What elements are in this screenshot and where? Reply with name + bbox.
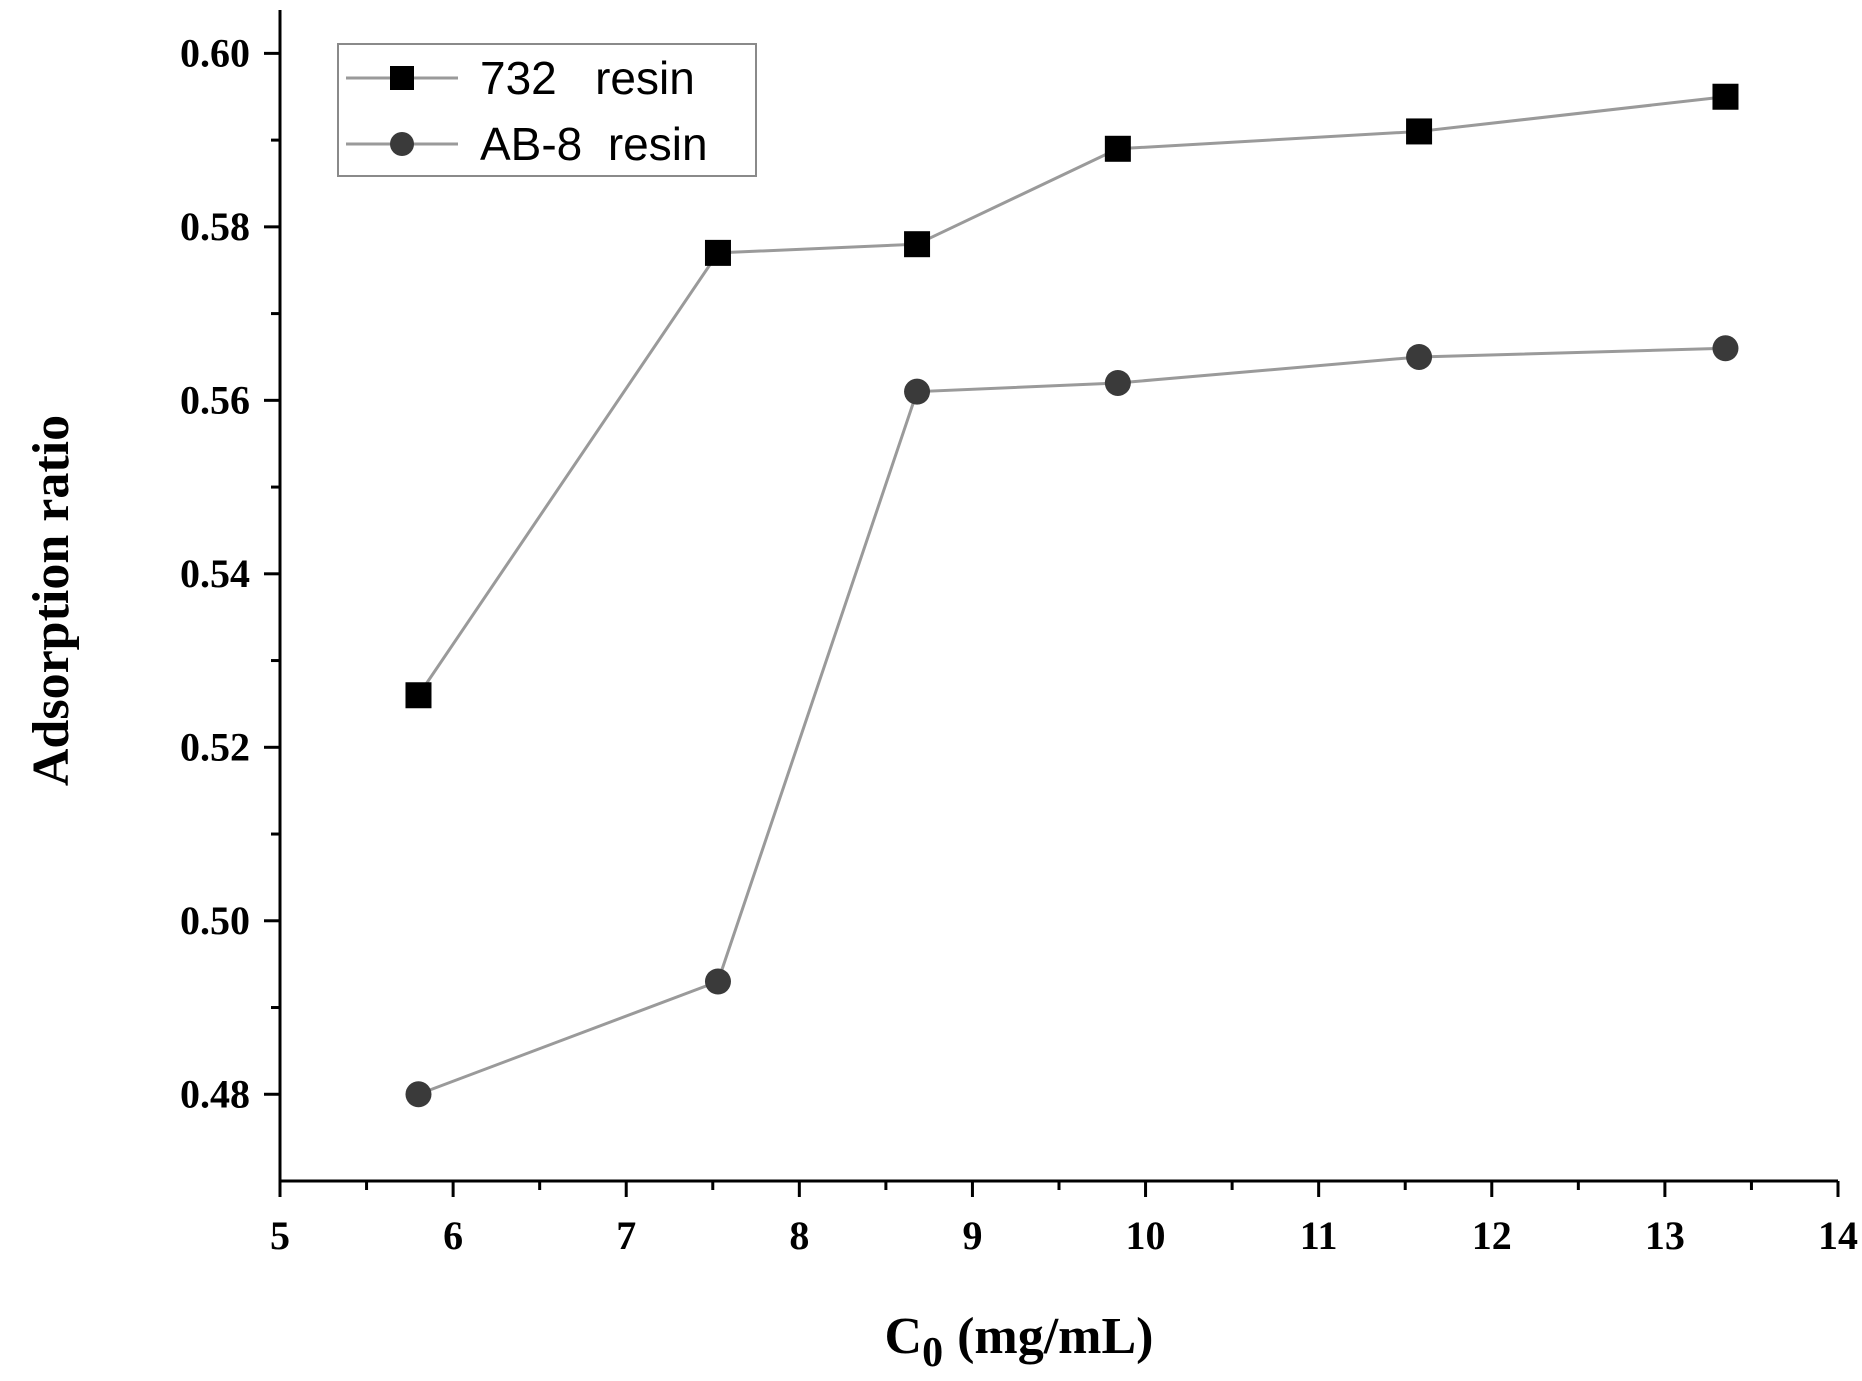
x-tick-label: 9 (962, 1213, 982, 1258)
x-axis-title-subscript: 0 (922, 1330, 943, 1376)
data-point-circle (1712, 335, 1739, 362)
x-tick-label: 6 (443, 1213, 463, 1258)
x-tick-label: 5 (270, 1213, 290, 1258)
data-point-circle (405, 1081, 432, 1108)
x-tick-label: 13 (1645, 1213, 1685, 1258)
x-tick-label: 8 (789, 1213, 809, 1258)
ticks: 5 6 7 8 9 10 11 12 13 14 0.48 0.50 0.52 0.54 0.56 0.58 0… (180, 30, 1858, 1258)
legend: 732 resin AB-8 resin (337, 43, 757, 177)
data-point-circle (704, 968, 731, 995)
x-tick-label: 7 (616, 1213, 636, 1258)
series-2 (405, 335, 1739, 1108)
y-tick-label: 0.52 (180, 724, 250, 769)
data-point-square (904, 231, 931, 258)
legend-item-2: AB-8 resin (346, 118, 708, 170)
series-line (417, 346, 1726, 1096)
data-point-circle (904, 378, 931, 405)
y-axis-title: Adsorption ratio (23, 415, 80, 786)
y-tick-label: 0.58 (180, 204, 250, 249)
data-point-square (704, 239, 731, 266)
data-point-square (1712, 83, 1739, 110)
x-axis-title: C0 (mg/mL) (885, 1308, 1154, 1376)
x-tick-label: 14 (1818, 1213, 1858, 1258)
x-tick-label: 10 (1126, 1213, 1166, 1258)
series-1 (405, 83, 1739, 709)
data-point-square (1104, 135, 1131, 162)
x-tick-label: 12 (1472, 1213, 1512, 1258)
data-point-square (1406, 118, 1433, 145)
data-point-circle (1104, 369, 1131, 396)
data-point-square (405, 682, 432, 709)
data-point-circle (1406, 343, 1433, 370)
legend-label: AB-8 resin (480, 118, 708, 170)
x-tick-label: 11 (1300, 1213, 1338, 1258)
y-tick-label: 0.56 (180, 377, 250, 422)
x-axis-title-unit: (mg/mL) (957, 1308, 1153, 1365)
legend-marker-circle (390, 132, 414, 156)
legend-item-1: 732 resin (346, 52, 695, 104)
y-tick-label: 0.60 (180, 30, 250, 75)
series-layer (405, 83, 1739, 1108)
legend-label: 732 resin (480, 52, 695, 104)
y-tick-label: 0.48 (180, 1071, 250, 1116)
x-axis-title-main: C (885, 1308, 923, 1365)
legend-marker-square (390, 66, 414, 90)
y-tick-label: 0.50 (180, 898, 250, 943)
axes (278, 10, 1838, 1183)
y-tick-label: 0.54 (180, 551, 250, 596)
series-line (417, 95, 1726, 697)
